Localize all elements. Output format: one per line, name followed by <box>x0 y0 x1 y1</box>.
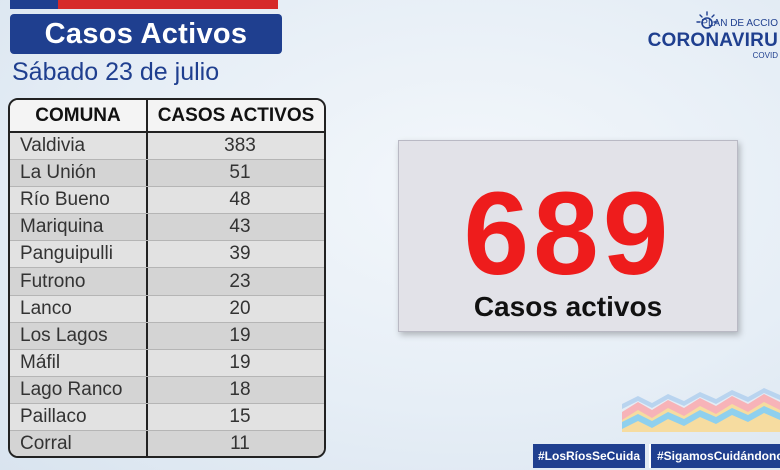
table-row: Paillaco 15 <box>10 403 324 432</box>
comuna-cell: Lanco <box>10 295 148 322</box>
sun-emblem-icon <box>696 11 718 29</box>
comuna-cell: Máfil <box>10 349 148 376</box>
total-cases-number: 689 <box>463 168 673 300</box>
total-cases-box: 689 Casos activos <box>398 140 738 332</box>
table-row: Lago Ranco 18 <box>10 376 324 404</box>
table-body: Valdivia 383 La Unión 51 Río Bueno 48 Mariq… <box>10 133 324 456</box>
coronavirus-plan-logo: PLAN DE ACCIO CORONAVIRU COVID <box>638 8 778 60</box>
page-title: Casos Activos <box>10 14 282 54</box>
casos-cell: 11 <box>230 433 250 455</box>
total-cases-label: Casos activos <box>473 291 663 322</box>
comuna-cell: Los Lagos <box>10 322 148 349</box>
casos-cell: 383 <box>224 135 256 157</box>
hashtag-los-rios: #LosRíosSeCuida <box>533 444 645 468</box>
casos-cell: 48 <box>229 189 251 211</box>
flag-strip <box>10 0 278 9</box>
logo-coronavirus-text: CORONAVIRU <box>647 30 778 51</box>
comuna-cell: Futrono <box>10 268 148 295</box>
comuna-cell: Valdivia <box>10 133 148 160</box>
cases-table: COMUNA CASOS ACTIVOS Valdivia 383 La Unió… <box>8 98 326 458</box>
casos-cell: 20 <box>229 297 251 319</box>
casos-cell: 19 <box>229 351 251 373</box>
header-comuna: COMUNA <box>10 100 148 131</box>
table-row: Valdivia 383 <box>10 133 324 161</box>
casos-cell: 18 <box>229 378 251 400</box>
table-row: Futrono 23 <box>10 268 324 296</box>
header-casos-activos: CASOS ACTIVOS <box>157 104 315 126</box>
casos-cell: 19 <box>229 324 251 346</box>
hashtag-sigamos: #SigamosCuidándonos <box>649 444 780 468</box>
logo-plan-text: PLAN DE ACCIO <box>701 18 778 29</box>
casos-cell: 43 <box>229 216 251 238</box>
comuna-cell: Paillaco <box>10 403 148 431</box>
table-row: Corral 11 <box>10 431 324 456</box>
comuna-cell: La Unión <box>10 160 148 187</box>
table-row: Mariquina 43 <box>10 214 324 242</box>
casos-cell: 51 <box>229 162 251 184</box>
date-subtitle: Sábado 23 de julio <box>12 58 220 86</box>
comuna-cell: Lago Ranco <box>10 376 148 403</box>
logo-covid-text: COVID <box>752 51 778 60</box>
comuna-cell: Mariquina <box>10 214 148 241</box>
comuna-cell: Río Bueno <box>10 187 148 214</box>
comuna-cell: Corral <box>10 431 148 456</box>
flag-red-segment <box>58 0 278 9</box>
table-row: La Unión 51 <box>10 160 324 188</box>
casos-cell: 39 <box>229 243 251 265</box>
flag-blue-segment <box>10 0 58 9</box>
table-row: Lanco 20 <box>10 295 324 323</box>
table-header: COMUNA CASOS ACTIVOS <box>10 100 324 133</box>
table-row: Panguipulli 39 <box>10 241 324 269</box>
wave-decoration-icon <box>622 388 780 432</box>
table-row: Máfil 19 <box>10 349 324 377</box>
table-row: Río Bueno 48 <box>10 187 324 215</box>
casos-cell: 23 <box>229 270 251 292</box>
casos-cell: 15 <box>229 405 251 427</box>
table-row: Los Lagos 19 <box>10 322 324 350</box>
comuna-cell: Panguipulli <box>10 241 148 268</box>
